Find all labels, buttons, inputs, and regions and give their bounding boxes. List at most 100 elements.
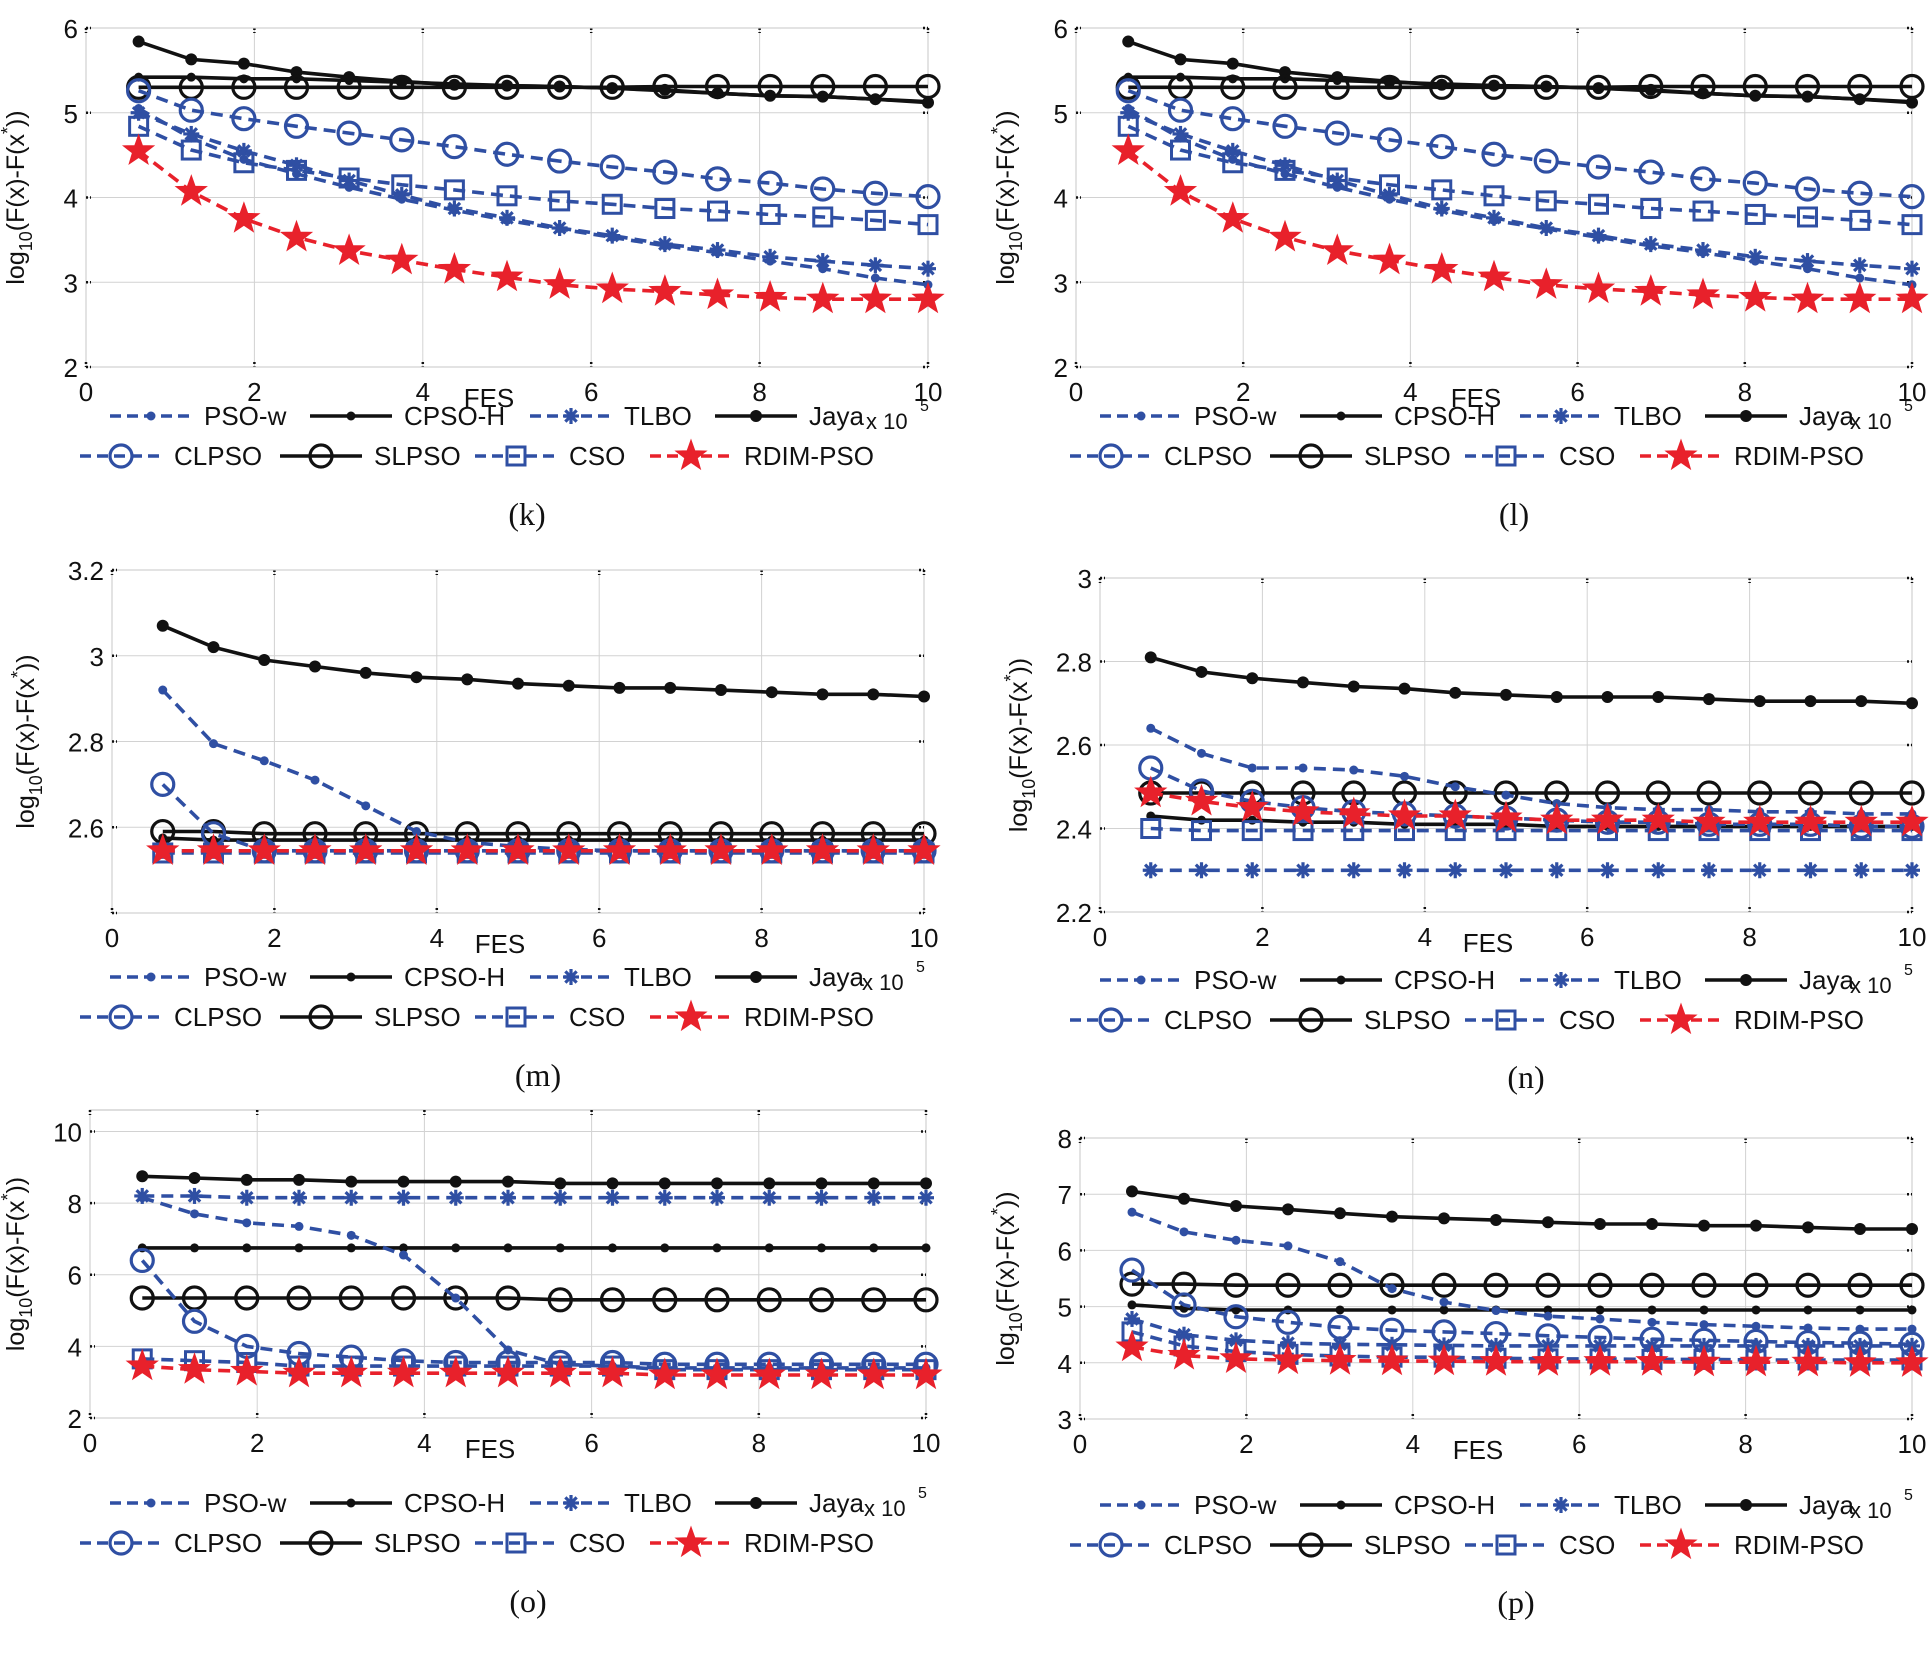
data-point xyxy=(913,1287,939,1313)
data-point xyxy=(1400,771,1409,781)
data-point xyxy=(443,179,465,201)
data-point xyxy=(132,35,145,48)
legend-label: SLPSO xyxy=(1364,441,1451,471)
data-point xyxy=(862,73,888,100)
data-point xyxy=(178,97,204,123)
y-tick-label: 4 xyxy=(68,1332,82,1362)
data-point xyxy=(1425,252,1459,284)
data-point xyxy=(1848,780,1874,806)
y-tick-label: 8 xyxy=(68,1189,82,1219)
legend-marker xyxy=(674,1525,708,1558)
data-point xyxy=(812,206,834,228)
legend-label: RDIM-PSO xyxy=(1734,1005,1864,1035)
data-point xyxy=(1550,690,1563,703)
legend-label: TLBO xyxy=(1614,1490,1682,1520)
data-point xyxy=(658,1177,671,1190)
data-point xyxy=(495,1285,521,1311)
data-point xyxy=(1483,1272,1509,1298)
data-point xyxy=(1195,665,1208,678)
data-point xyxy=(1698,1219,1710,1232)
data-point xyxy=(1335,1305,1345,1315)
legend-marker xyxy=(750,410,762,422)
series-clpso xyxy=(126,78,941,210)
data-point xyxy=(207,641,220,654)
data-point xyxy=(711,1177,723,1190)
data-point xyxy=(1220,106,1246,132)
x-tick-label: 8 xyxy=(754,923,768,953)
data-point xyxy=(870,273,880,283)
data-point xyxy=(907,833,941,866)
data-point xyxy=(917,214,939,236)
series-rdim-pso xyxy=(121,133,945,314)
legend-marker xyxy=(1495,445,1517,467)
data-point xyxy=(294,1221,304,1231)
legend-item: CPSO-H xyxy=(310,962,505,992)
data-point xyxy=(338,1285,364,1311)
legend-item: TLBO xyxy=(530,1488,692,1518)
legend-marker xyxy=(563,408,579,424)
data-point xyxy=(920,1177,932,1190)
data-point xyxy=(1750,256,1760,266)
data-point xyxy=(664,681,677,694)
x-tick-label: 6 xyxy=(1570,377,1584,407)
data-point xyxy=(209,739,218,749)
data-point xyxy=(242,1218,252,1228)
data-point xyxy=(1438,798,1472,831)
legend-label: Jaya xyxy=(809,401,864,431)
data-point xyxy=(1587,1272,1613,1298)
legend-label: PSO-w xyxy=(204,1488,287,1518)
series-line xyxy=(140,1259,926,1367)
legend-label: CSO xyxy=(1559,441,1615,471)
data-point xyxy=(1692,804,1726,837)
data-point xyxy=(1179,1227,1189,1237)
data-point xyxy=(810,176,836,202)
data-point xyxy=(1533,74,1559,100)
y-tick-label: 6 xyxy=(64,14,78,44)
series-line xyxy=(142,1364,926,1377)
data-point xyxy=(451,1293,461,1303)
data-point xyxy=(1849,209,1871,231)
data-point xyxy=(502,215,512,225)
x-tick-label: 0 xyxy=(79,377,93,407)
data-point xyxy=(653,833,687,866)
data-point xyxy=(136,1170,149,1183)
data-point xyxy=(1899,1272,1925,1298)
legend-label: CLPSO xyxy=(1164,1005,1252,1035)
data-point xyxy=(134,104,144,114)
data-point xyxy=(491,1355,525,1388)
data-point xyxy=(1489,800,1523,833)
legend-label: Jaya xyxy=(1799,965,1854,995)
data-point xyxy=(1490,1214,1502,1227)
data-point xyxy=(1847,180,1873,206)
legend-label: PSO-w xyxy=(1194,965,1277,995)
data-point xyxy=(239,154,249,164)
y-tick-label: 5 xyxy=(1058,1293,1072,1323)
data-point xyxy=(461,673,474,686)
data-point xyxy=(1804,695,1817,708)
data-point xyxy=(1376,127,1403,153)
data-point xyxy=(283,74,310,100)
data-point xyxy=(1429,74,1455,100)
y-tick-label: 3 xyxy=(90,642,104,672)
data-point xyxy=(1268,219,1302,252)
data-point xyxy=(449,1175,462,1188)
data-point xyxy=(1142,862,1159,879)
data-point xyxy=(715,684,727,697)
x-tick-label: 0 xyxy=(1093,922,1107,952)
y-tick-label: 6 xyxy=(1058,1236,1072,1266)
data-point xyxy=(1698,248,1708,258)
x-tick-label: 10 xyxy=(1898,922,1927,952)
series-line xyxy=(1150,655,1913,706)
data-point xyxy=(1747,780,1773,806)
data-point xyxy=(1588,193,1609,215)
data-point xyxy=(1895,804,1929,837)
x-tick-label: 8 xyxy=(752,377,766,407)
data-point xyxy=(709,1189,725,1206)
data-point xyxy=(707,200,728,222)
data-point xyxy=(1895,281,1929,314)
data-point xyxy=(1581,271,1616,304)
data-point xyxy=(1749,89,1762,102)
y-tick-label: 5 xyxy=(64,99,78,129)
series-line xyxy=(142,1357,926,1372)
data-point xyxy=(1687,1344,1721,1377)
